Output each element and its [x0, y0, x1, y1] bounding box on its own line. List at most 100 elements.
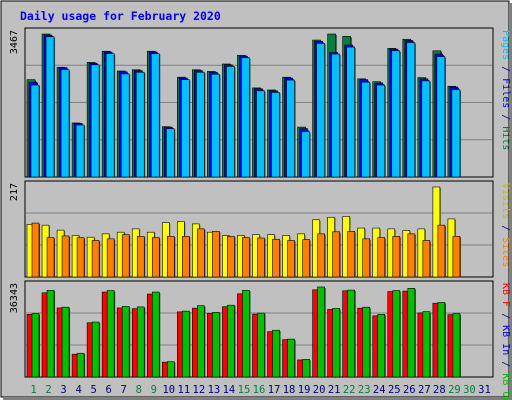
- legend-entry: /: [500, 60, 511, 78]
- x-tick-label: 5: [90, 384, 96, 396]
- panel-kbytes: 36343 KB F / KB In / KB Out: [9, 280, 511, 400]
- x-tick-label: 9: [151, 384, 157, 396]
- bar-pages: [406, 42, 416, 178]
- x-tick-label: 20: [313, 384, 326, 396]
- bar-sites: [166, 236, 175, 278]
- x-tick-label: 17: [268, 384, 281, 396]
- x-tick-label: 4: [75, 384, 81, 396]
- bar-kb-out: [182, 310, 190, 378]
- bar-sites: [362, 238, 371, 278]
- bar-pages: [361, 81, 371, 178]
- bar-sites: [332, 231, 340, 278]
- bar-sites: [272, 238, 280, 278]
- x-tick-label: 12: [193, 384, 206, 396]
- bar-sites: [317, 233, 325, 278]
- bar-sites: [452, 236, 461, 278]
- legend-entry: /: [500, 307, 511, 325]
- bar-kb-out: [197, 305, 205, 378]
- bar-kb-out: [31, 313, 40, 378]
- x-tick-label: 3: [60, 384, 66, 396]
- bar-sites: [302, 239, 310, 278]
- bar-pages: [60, 69, 70, 178]
- legend-label: Visits / Sites: [500, 183, 511, 267]
- bar-sites: [227, 236, 235, 278]
- bar-kb-out: [227, 304, 235, 378]
- bar-sites: [151, 237, 160, 278]
- legend-entry: Visits: [500, 183, 511, 219]
- x-tick-label: 27: [418, 384, 431, 396]
- bar-sites: [377, 237, 386, 278]
- bar-pages: [286, 79, 295, 178]
- bar-kb-out: [272, 329, 280, 378]
- bar-kb-out: [166, 361, 175, 378]
- x-tick-label: 6: [106, 384, 112, 396]
- legend-entry: Pages: [500, 30, 511, 60]
- bar-pages: [391, 50, 401, 178]
- bar-sites: [106, 238, 115, 278]
- bar-kb-out: [347, 289, 355, 378]
- x-tick-label: 30: [463, 384, 476, 396]
- legend-entry: KB In: [500, 325, 511, 355]
- x-tick-label: 31: [478, 384, 491, 396]
- bar-sites: [121, 234, 130, 278]
- bar-sites: [287, 240, 295, 278]
- bar-pages: [150, 53, 160, 178]
- bar-kb-out: [392, 290, 401, 378]
- bar-kb-out: [106, 290, 115, 378]
- legend-entry: KB Out: [500, 373, 511, 400]
- bar-kb-out: [121, 306, 130, 378]
- bar-pages: [211, 73, 220, 178]
- bar-kb-out: [61, 306, 70, 378]
- bar-kb-out: [332, 308, 340, 378]
- y-max-label: 217: [9, 183, 20, 201]
- bar-sites: [407, 233, 416, 278]
- bar-sites: [136, 236, 145, 278]
- legend-entry: /: [500, 355, 511, 373]
- bar-pages: [30, 84, 40, 178]
- bar-kb-out: [46, 290, 55, 378]
- bar-sites: [61, 235, 70, 278]
- bar-kb-out: [422, 311, 431, 378]
- bar-pages: [165, 128, 175, 178]
- legend-entry: KB F: [500, 283, 511, 307]
- bar-kb-out: [377, 314, 386, 378]
- bar-pages: [436, 56, 446, 178]
- bar-pages: [256, 90, 265, 178]
- frame-shadow-right: [509, 3, 512, 400]
- bar-sites: [212, 231, 220, 278]
- bar-pages: [181, 79, 190, 178]
- bar-pages: [301, 131, 310, 178]
- bar-pages: [75, 124, 85, 178]
- bar-kb-out: [407, 288, 416, 378]
- bar-sites: [392, 236, 401, 278]
- legend-label: KB F / KB In / KB Out: [500, 283, 511, 400]
- bar-pages: [226, 66, 235, 178]
- bar-sites: [46, 237, 55, 278]
- legend-entry: Hits: [500, 126, 511, 150]
- chart-title: Daily usage for February 2020: [20, 9, 221, 23]
- bar-kb-out: [317, 286, 325, 378]
- bar-kb-out: [136, 306, 145, 378]
- legend-entry: /: [500, 219, 511, 237]
- bar-sites: [76, 237, 85, 278]
- frame-shadow-bottom: [3, 397, 512, 400]
- bar-pages: [346, 46, 355, 178]
- legend-entry: /: [500, 108, 511, 126]
- bar-pages: [316, 43, 325, 178]
- bar-pages: [45, 36, 55, 178]
- legend-entry: Sites: [500, 237, 511, 267]
- bar-sites: [437, 224, 446, 278]
- bar-sites: [422, 240, 431, 278]
- bar-pages: [331, 53, 340, 178]
- legend-label: Pages / Files / Hits: [500, 30, 511, 150]
- bar-pages: [90, 64, 100, 178]
- x-tick-label: 22: [343, 384, 356, 396]
- chart-panels: 34 67 Pages / Files / Hits 217 Visits / Site…: [9, 27, 511, 400]
- bar-kb-out: [437, 302, 446, 378]
- bar-pages: [120, 73, 130, 178]
- bar-pages: [451, 89, 461, 178]
- bar-kb-out: [287, 338, 295, 378]
- x-tick-label: 28: [433, 384, 446, 396]
- x-tick-label: 7: [121, 384, 127, 396]
